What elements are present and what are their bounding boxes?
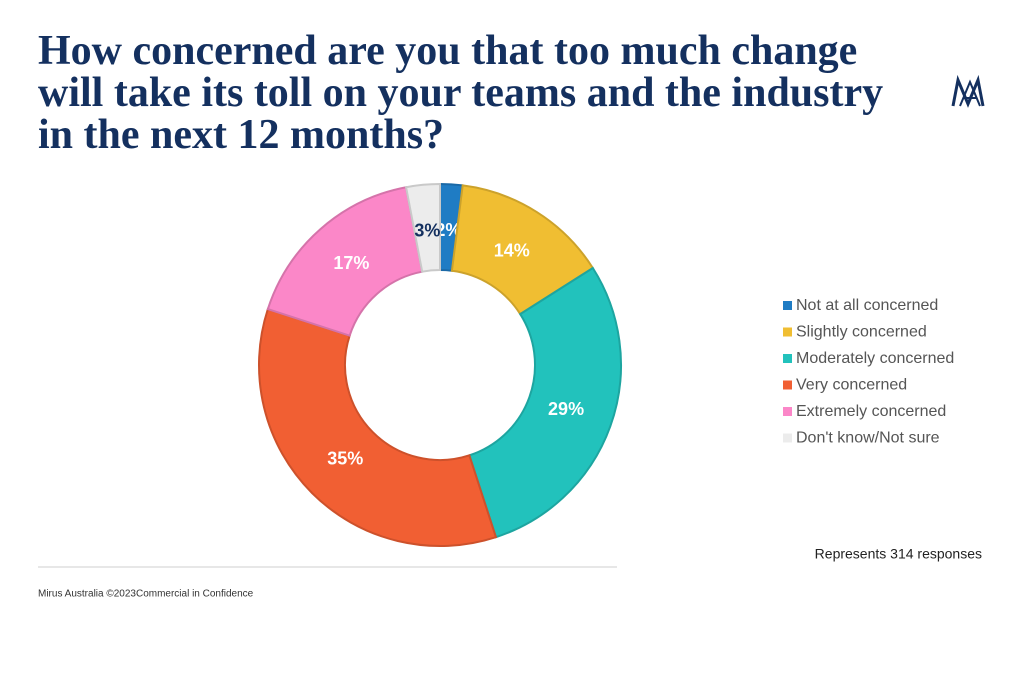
legend-swatch (783, 380, 792, 390)
legend-label: Slightly concerned (796, 324, 927, 341)
legend-label: Very concerned (796, 377, 907, 394)
legend-label: Not at all concerned (796, 297, 938, 314)
data-label: 35% (327, 449, 363, 469)
legend-label: Moderately concerned (796, 350, 954, 367)
slice (468, 266, 622, 539)
slice (266, 186, 424, 337)
chart-title: How concerned are you that too much chan… (38, 28, 884, 158)
data-label: 17% (333, 253, 369, 273)
legend-swatch (783, 407, 792, 416)
slice (258, 307, 498, 547)
note: Represents 314 responses (815, 546, 982, 562)
logo (951, 74, 985, 108)
data-label: 14% (494, 241, 530, 261)
data-label: 29% (548, 399, 584, 419)
data-label: 2% (435, 220, 461, 240)
data-label: 3% (414, 220, 440, 240)
legend-swatch (783, 327, 792, 337)
legend-label: Extremely concerned (796, 403, 946, 420)
legend-swatch (783, 301, 792, 310)
slice (404, 182, 441, 273)
legend-swatch (783, 354, 792, 363)
footer: Mirus Australia ©2023Commercial in Confi… (38, 589, 254, 600)
legend-label: Don't know/Not sure (796, 430, 940, 447)
legend-swatch (783, 433, 792, 443)
